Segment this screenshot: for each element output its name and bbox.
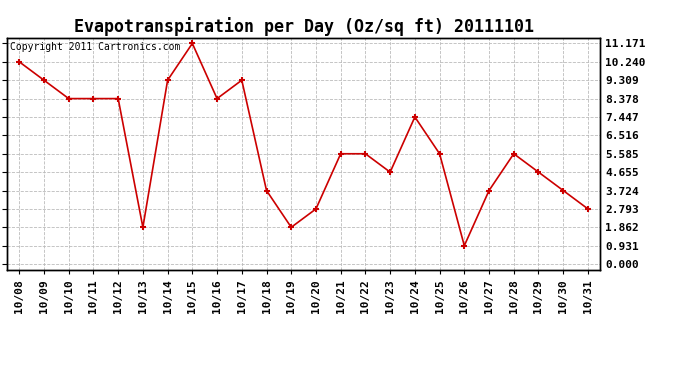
Text: Copyright 2011 Cartronics.com: Copyright 2011 Cartronics.com — [10, 42, 180, 52]
Title: Evapotranspiration per Day (Oz/sq ft) 20111101: Evapotranspiration per Day (Oz/sq ft) 20… — [74, 17, 533, 36]
